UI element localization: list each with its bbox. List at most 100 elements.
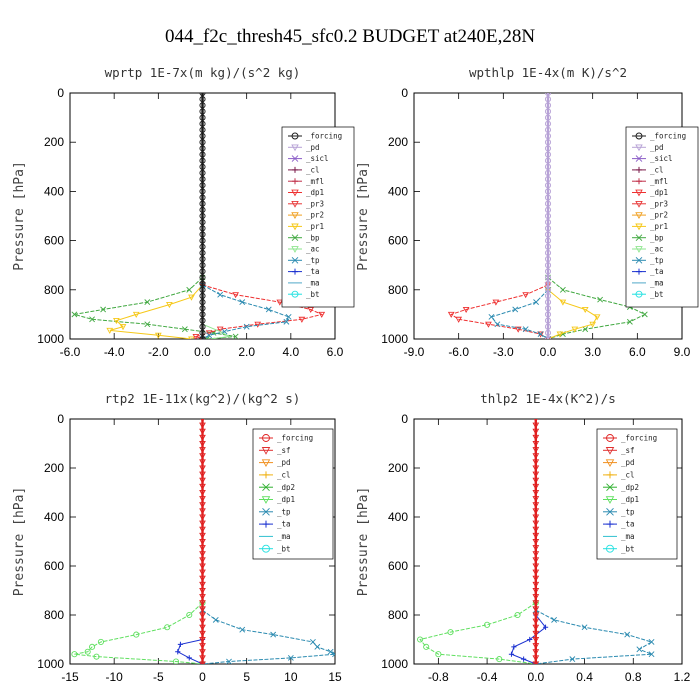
series-point: [199, 557, 206, 564]
legend-marker: [636, 166, 642, 173]
series-point: [239, 299, 246, 306]
series-point: [309, 639, 316, 645]
series-line-dp1: [74, 602, 203, 664]
series-point: [544, 255, 552, 263]
figure-title: 044_f2c_thresh45_sfc0.2 BUDGET at240E,28…: [165, 26, 535, 47]
series-point: [532, 483, 540, 490]
series-point: [544, 169, 552, 176]
series-point: [199, 219, 206, 226]
series-point: [532, 526, 540, 533]
legend: _forcing _sf _pd _cl _dp2 _dp1 _tp _ta _ma _bt: [596, 428, 678, 560]
legend-marker: [635, 200, 643, 208]
series-point: [199, 587, 206, 595]
series-point: [544, 219, 552, 226]
x-tick-label: 0.0: [194, 345, 211, 359]
legend-marker: [261, 496, 271, 504]
legend-marker: [636, 268, 642, 275]
series-point: [119, 324, 127, 331]
series-point: [217, 291, 224, 298]
legend-label: _ta: [306, 267, 320, 276]
series-point: [581, 624, 588, 631]
series-point: [508, 651, 515, 657]
series-point: [544, 212, 552, 220]
legend-label: _pr1: [306, 222, 324, 231]
legend: _forcing _sf _pd _cl _dp2 _dp1 _tp _ta _ma _bt: [252, 428, 334, 560]
series-line-ta: [177, 639, 203, 664]
series-point: [569, 656, 576, 663]
series-point: [199, 600, 206, 607]
series-point: [544, 151, 552, 158]
series-point: [417, 636, 424, 643]
series-point: [232, 333, 239, 339]
series-point: [544, 145, 552, 152]
legend-marker: [291, 256, 299, 264]
x-tick-label: -2.0: [148, 345, 169, 359]
y-tick-label: 400: [44, 184, 64, 198]
legend-label: _mfl: [650, 177, 668, 186]
series-point: [199, 612, 206, 619]
series-point: [532, 575, 540, 582]
series-point: [571, 326, 579, 333]
series-point: [532, 459, 540, 466]
legend-marker: [635, 223, 643, 231]
series-point: [581, 306, 589, 314]
series-point: [544, 262, 552, 269]
series-point: [199, 594, 206, 601]
legend-label: _pr2: [650, 211, 668, 220]
series-point: [544, 163, 552, 170]
series-point: [435, 651, 442, 658]
series-point: [593, 314, 601, 321]
series-point: [186, 655, 192, 661]
legend-marker: [606, 520, 614, 528]
series-point: [287, 654, 294, 661]
legend-marker: [262, 434, 270, 442]
series-point: [532, 655, 540, 662]
series-point: [89, 643, 96, 650]
legend: _forcing _pd _sicl _cl _mfl _dp1 _pr3 _pr2 _pr1 _…: [625, 126, 699, 308]
legend-label: _pr1: [650, 222, 668, 231]
y-tick-label: 600: [388, 559, 408, 573]
legend-marker: [292, 178, 298, 185]
series-line-tp: [202, 609, 335, 664]
legend-marker: [262, 507, 270, 516]
series-point: [447, 311, 455, 318]
series-point: [544, 305, 552, 312]
series-point: [199, 243, 206, 250]
series-point: [199, 643, 206, 650]
series-point: [199, 194, 206, 201]
series-point: [199, 280, 206, 287]
series-point: [199, 200, 206, 207]
x-tick-label: -4.0: [104, 345, 125, 359]
series-point: [239, 626, 246, 633]
y-tick-label: 1000: [381, 657, 408, 671]
series-line-tp: [202, 284, 290, 339]
series-point: [532, 514, 540, 521]
series-point: [544, 299, 552, 306]
legend-label: _sf: [621, 446, 635, 455]
series-point: [199, 292, 206, 300]
series-point: [532, 465, 540, 472]
series-point: [199, 182, 206, 189]
series-point: [270, 631, 277, 638]
series-point: [199, 526, 206, 533]
series-point: [332, 651, 335, 658]
x-tick-label: 0.0: [540, 345, 557, 359]
panel-title: wpthlp 1E-4x(m K)/s^2: [469, 65, 627, 80]
series-point: [462, 306, 470, 314]
x-tick-label: 10: [284, 670, 298, 684]
series-point: [199, 569, 206, 576]
series-point: [199, 151, 206, 158]
series-point: [199, 422, 206, 429]
legend-label: _dp2: [621, 483, 639, 492]
series-point: [522, 292, 530, 299]
legend-label: _ac: [306, 245, 320, 254]
plot-frame: [413, 418, 683, 665]
series-point: [199, 299, 206, 306]
series-point: [532, 532, 540, 539]
y-tick-label: 800: [388, 608, 408, 622]
series-point: [544, 311, 552, 318]
series-point: [199, 311, 206, 318]
series-point: [544, 249, 552, 256]
series-point: [544, 114, 552, 121]
series-point: [199, 329, 206, 336]
